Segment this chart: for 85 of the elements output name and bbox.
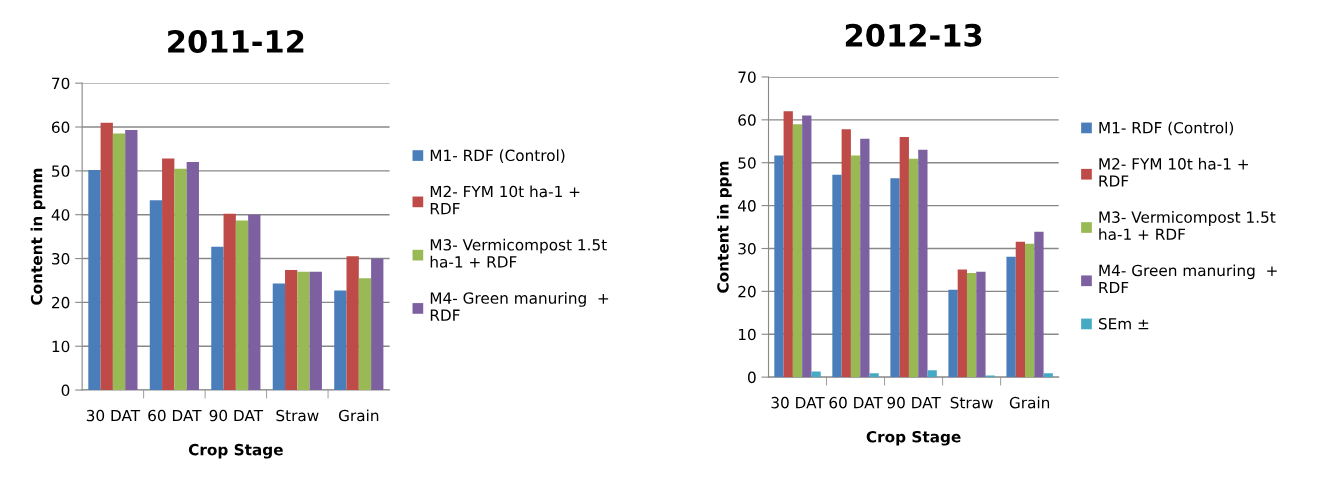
chart-title: 2011-12 xyxy=(168,29,304,54)
legend-label: M3- Vermicompost 1.5t ha-1 + RDF xyxy=(430,238,607,268)
legend-label: M3- Vermicompost 1.5t ha-1 + RDF xyxy=(1099,211,1276,241)
y-tick-label: 20 xyxy=(52,296,70,309)
x-tick-label: Grain xyxy=(1009,396,1050,409)
y-tick-label: 40 xyxy=(738,200,756,212)
y-tick-label: 70 xyxy=(52,77,70,90)
y-tick-label: 0 xyxy=(747,371,756,384)
bar xyxy=(272,283,286,391)
bar xyxy=(285,269,298,391)
bar xyxy=(811,371,821,378)
x-tick-label: 90 DAT xyxy=(887,396,941,409)
y-tick-label: 50 xyxy=(52,165,70,177)
bar xyxy=(211,246,224,391)
bar xyxy=(890,178,900,378)
bar xyxy=(235,220,249,391)
x-tick-label: Straw xyxy=(950,396,993,409)
bar xyxy=(1025,243,1035,378)
bar xyxy=(309,271,322,391)
bar xyxy=(186,162,199,391)
bar xyxy=(927,370,937,378)
bar xyxy=(334,290,347,391)
bar xyxy=(1034,231,1044,378)
bar xyxy=(162,158,175,391)
bar xyxy=(358,278,372,391)
y-tick-label: 30 xyxy=(738,242,756,255)
x-tick-label: 60 DAT xyxy=(829,396,883,409)
x-axis-title: Crop Stage xyxy=(866,430,961,446)
bar xyxy=(860,138,870,378)
y-tick-label: 60 xyxy=(738,114,756,126)
bar xyxy=(112,133,126,391)
bar xyxy=(948,289,958,378)
bar xyxy=(149,200,163,391)
x-axis-title: Crop Stage xyxy=(188,443,283,459)
y-tick-label: 40 xyxy=(51,209,70,221)
bar xyxy=(850,155,861,378)
bar xyxy=(792,124,803,378)
bar xyxy=(1043,373,1053,378)
bar xyxy=(774,155,784,378)
bar xyxy=(371,258,384,391)
bar xyxy=(869,373,879,378)
bar xyxy=(783,111,793,378)
bar xyxy=(248,214,261,391)
bar xyxy=(802,115,812,378)
y-tick-label: 0 xyxy=(61,384,70,397)
bar xyxy=(174,168,187,391)
y-tick-label: 50 xyxy=(738,157,756,169)
bar xyxy=(346,256,359,391)
x-tick-label: 30 DAT xyxy=(86,409,141,422)
bar xyxy=(223,213,236,391)
y-tick-label: 20 xyxy=(738,285,756,298)
bar xyxy=(957,269,967,378)
bar xyxy=(966,272,977,378)
bar xyxy=(918,149,928,378)
x-tick-label: 90 DAT xyxy=(209,409,264,422)
y-tick-label: 10 xyxy=(738,328,756,341)
y-axis-title: Content in pmm xyxy=(30,168,46,305)
y-tick-label: 60 xyxy=(51,121,70,134)
y-tick-label: 30 xyxy=(52,253,70,265)
legend-label: M1- RDF (Control) xyxy=(430,149,565,163)
bar xyxy=(297,271,310,391)
bar xyxy=(841,129,851,378)
bar xyxy=(88,169,101,391)
x-tick-label: Straw xyxy=(276,409,319,422)
bar xyxy=(1015,241,1026,378)
legend-label: M2- FYM 10t ha-1 + RDF xyxy=(1099,157,1248,187)
legend-label: M4- Green manuring + RDF xyxy=(430,292,609,321)
x-tick-label: 60 DAT xyxy=(148,409,202,422)
y-tick-label: 10 xyxy=(52,340,70,353)
legend-label: M4- Green manuring + RDF xyxy=(1099,264,1277,294)
legend-label: SEm ± xyxy=(1098,317,1149,330)
y-axis-title: Content in ppm xyxy=(716,161,732,293)
bar xyxy=(100,122,113,391)
x-tick-label: Grain xyxy=(338,409,379,422)
bar xyxy=(125,130,138,391)
y-tick-label: 70 xyxy=(738,71,756,83)
chart-title: 2012-13 xyxy=(845,23,982,47)
bar xyxy=(1006,256,1016,378)
legend-label: M2- FYM 10t ha-1 + RDF xyxy=(430,185,580,215)
bar xyxy=(908,158,919,378)
legend-label: M1- RDF (Control) xyxy=(1099,121,1234,136)
bar xyxy=(832,174,842,378)
x-tick-label: 30 DAT xyxy=(771,396,825,409)
bar xyxy=(976,271,986,378)
bar xyxy=(899,136,909,378)
